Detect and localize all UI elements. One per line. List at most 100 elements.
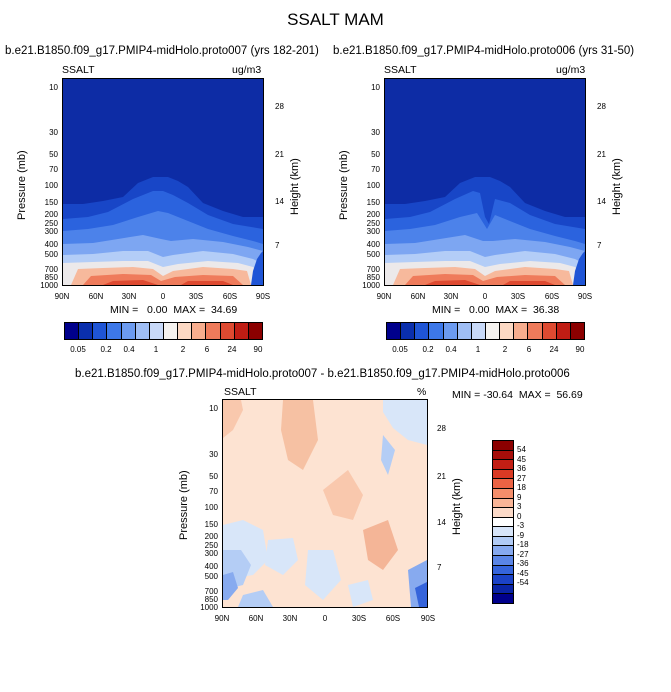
tick-label: 850	[204, 595, 218, 604]
panel-left-units: ug/m3	[232, 64, 262, 76]
panel-right-y2-label: Height (km)	[611, 158, 623, 215]
tick-label: 300	[366, 227, 380, 236]
colorbar-label: 54	[517, 445, 526, 454]
colorbar-label: 9	[517, 493, 522, 502]
colorbar-label: 27	[517, 474, 526, 483]
tick-label: 14	[275, 197, 284, 206]
tick-label: 30N	[282, 614, 298, 623]
tick-label: 50	[209, 472, 218, 481]
tick-label: 200	[204, 532, 218, 541]
colorbar-swatch	[120, 322, 136, 340]
tick-label: 30	[49, 128, 58, 137]
colorbar-label: 1	[153, 345, 159, 354]
tick-label: 14	[437, 518, 446, 527]
panel-left-plot	[62, 78, 264, 286]
colorbar-label: 90	[575, 345, 585, 354]
tick-label: 500	[366, 250, 380, 259]
colorbar-label: -27	[517, 550, 529, 559]
colorbar-label: 0.4	[445, 345, 457, 354]
tick-label: 500	[44, 250, 58, 259]
colorbar-label: 0	[517, 512, 522, 521]
colorbar-label: 18	[517, 483, 526, 492]
colorbar-label: 0.05	[392, 345, 408, 354]
colorbar-swatch	[247, 322, 263, 340]
tick-label: 30S	[188, 292, 204, 301]
panel-diff-y2-label: Height (km)	[451, 478, 463, 535]
tick-label: 90S	[255, 292, 271, 301]
tick-label: 28	[597, 102, 606, 111]
tick-label: 150	[366, 198, 380, 207]
panel-right-y-label: Pressure (mb)	[338, 150, 350, 220]
colorbar-swatch	[106, 322, 122, 340]
colorbar-label: 1	[475, 345, 481, 354]
tick-label: 60N	[248, 614, 264, 623]
panel-diff-subtitle: b.e21.B1850.f09_g17.PMIP4-midHolo.proto0…	[75, 368, 570, 380]
tick-label: 0	[322, 614, 328, 623]
tick-label: 30N	[443, 292, 459, 301]
tick-label: 0	[482, 292, 488, 301]
colorbar-label: -3	[517, 521, 525, 530]
tick-label: 7	[437, 563, 442, 572]
colorbar-label: 0.2	[422, 345, 434, 354]
colorbar-label: 2	[180, 345, 186, 354]
tick-label: 28	[275, 102, 284, 111]
tick-label: 90N	[376, 292, 392, 301]
tick-label: 30S	[510, 292, 526, 301]
colorbar-label: 0.2	[100, 345, 112, 354]
tick-label: 100	[204, 503, 218, 512]
colorbar-swatch	[163, 322, 179, 340]
colorbar-label: 24	[549, 345, 559, 354]
colorbar-swatch	[470, 322, 486, 340]
panel-diff-y-label: Pressure (mb)	[178, 470, 190, 540]
panel-diff-plot	[222, 399, 428, 608]
panel-left-stats: MIN = 0.00 MAX = 34.69	[110, 304, 238, 316]
tick-label: 10	[371, 83, 380, 92]
colorbar-label: 6	[204, 345, 210, 354]
colorbar-swatch	[134, 322, 150, 340]
tick-label: 10	[49, 83, 58, 92]
colorbar-label: 6	[526, 345, 532, 354]
colorbar-swatch	[527, 322, 543, 340]
panel-left-variable: SSALT	[62, 64, 95, 76]
tick-label: 1000	[200, 603, 218, 612]
colorbar-label: 45	[517, 455, 526, 464]
colorbar-swatch	[541, 322, 557, 340]
tick-label: 60S	[385, 614, 401, 623]
colorbar-label: -54	[517, 578, 529, 587]
colorbar-swatch	[400, 322, 416, 340]
tick-label: 300	[204, 549, 218, 558]
tick-label: 50	[371, 150, 380, 159]
panel-right-colorbar	[386, 322, 585, 340]
tick-label: 7	[275, 241, 280, 250]
tick-label: 60N	[410, 292, 426, 301]
panel-left-y2-label: Height (km)	[289, 158, 301, 215]
tick-label: 1000	[40, 281, 58, 290]
colorbar-swatch	[191, 322, 207, 340]
tick-label: 30	[209, 450, 218, 459]
tick-label: 850	[366, 273, 380, 282]
tick-label: 70	[371, 165, 380, 174]
tick-label: 21	[275, 150, 284, 159]
tick-label: 50	[49, 150, 58, 159]
tick-label: 200	[44, 210, 58, 219]
colorbar-swatch	[456, 322, 472, 340]
colorbar-swatch	[148, 322, 164, 340]
colorbar-swatch	[569, 322, 585, 340]
tick-label: 30N	[121, 292, 137, 301]
colorbar-swatch	[92, 322, 108, 340]
tick-label: 100	[44, 181, 58, 190]
tick-label: 200	[366, 210, 380, 219]
tick-label: 90S	[420, 614, 436, 623]
colorbar-swatch	[205, 322, 221, 340]
colorbar-label: -9	[517, 531, 525, 540]
tick-label: 30	[371, 128, 380, 137]
tick-label: 850	[44, 273, 58, 282]
tick-label: 60S	[544, 292, 560, 301]
panel-right-units: ug/m3	[556, 64, 586, 76]
tick-label: 700	[204, 587, 218, 596]
tick-label: 1000	[362, 281, 380, 290]
colorbar-swatch	[442, 322, 458, 340]
tick-label: 90N	[214, 614, 230, 623]
colorbar-label: 2	[502, 345, 508, 354]
tick-label: 21	[437, 472, 446, 481]
